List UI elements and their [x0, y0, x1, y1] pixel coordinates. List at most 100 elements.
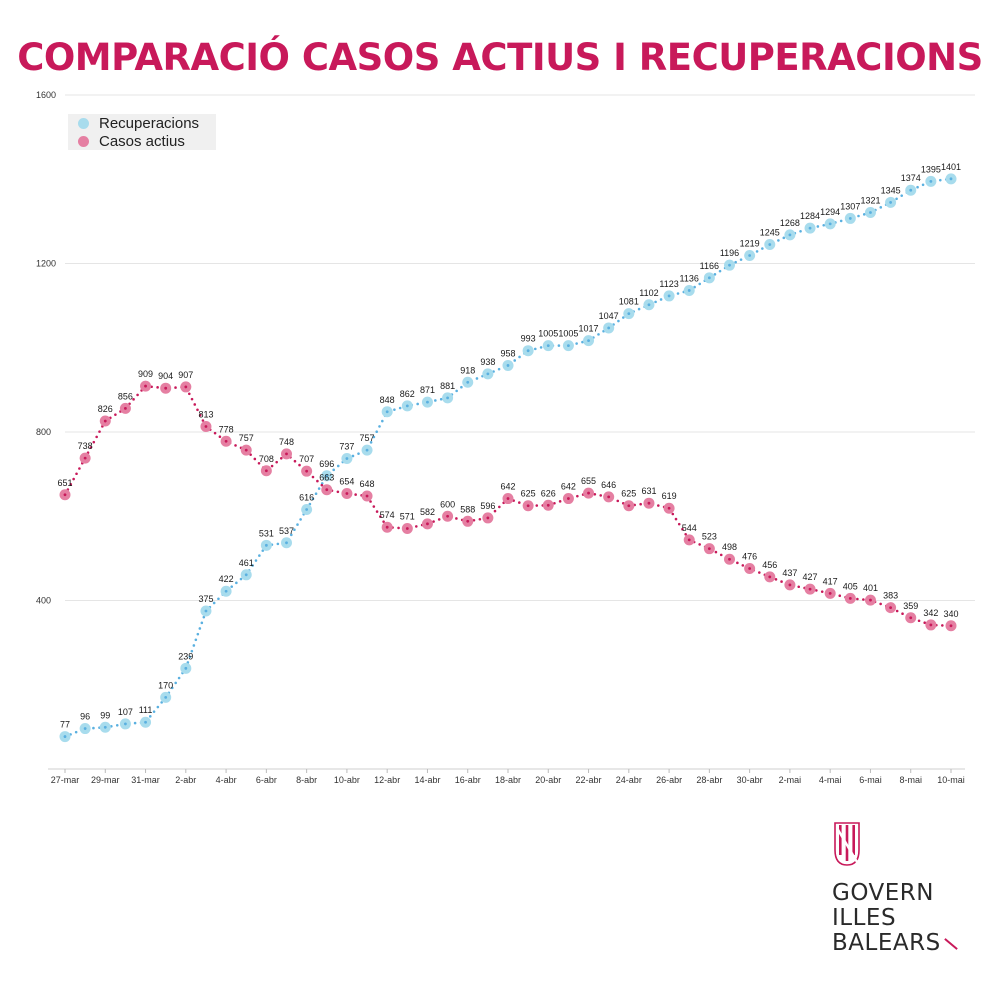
data-point-center-casos-actius — [828, 591, 832, 595]
series-casos-actius — [59, 380, 957, 632]
data-point-center-recuperacions — [768, 243, 772, 246]
data-label-layer: 77 96 99 107 111 170 239 375 422 461 531 537 616 696 7… — [57, 162, 961, 730]
data-point-center-recuperacions — [83, 727, 87, 730]
data-label-recuperacions: 1102 — [639, 288, 658, 298]
data-point-center-casos-actius — [385, 525, 389, 529]
x-tick-label: 18-abr — [495, 775, 521, 785]
x-tick-label: 28-abr — [696, 775, 722, 785]
data-label-recuperacions: 111 — [139, 705, 153, 715]
data-label-casos-actius: 738 — [78, 441, 93, 451]
data-label-casos-actius: 626 — [541, 488, 556, 498]
data-point-center-casos-actius — [264, 469, 268, 473]
data-label-casos-actius: 631 — [641, 486, 656, 496]
data-point-center-recuperacions — [687, 289, 691, 292]
x-tick-label: 4-abr — [216, 775, 237, 785]
data-label-casos-actius: 427 — [803, 572, 818, 582]
data-point-center-casos-actius — [748, 567, 752, 570]
data-point-center-recuperacions — [667, 294, 671, 298]
data-point-center-recuperacions — [728, 263, 731, 267]
data-label-casos-actius: 642 — [561, 482, 576, 492]
data-label-recuperacions: 1284 — [800, 211, 820, 221]
data-label-recuperacions: 99 — [100, 710, 110, 720]
data-point-center-casos-actius — [405, 527, 409, 530]
data-label-casos-actius: 619 — [662, 491, 677, 501]
data-point-center-casos-actius — [949, 624, 953, 628]
data-point-center-casos-actius — [728, 557, 731, 561]
data-point-center-casos-actius — [667, 506, 671, 510]
data-point-center-casos-actius — [788, 583, 792, 587]
x-tick-label: 6-mai — [859, 775, 882, 785]
data-label-recuperacions: 616 — [299, 493, 314, 503]
data-point-center-recuperacions — [567, 344, 570, 348]
data-point-center-casos-actius — [83, 456, 87, 460]
x-tick-label: 6-abr — [256, 775, 277, 785]
data-label-recuperacions: 918 — [460, 365, 475, 375]
data-point-center-casos-actius — [466, 519, 470, 523]
data-label-recuperacions: 1196 — [720, 248, 739, 258]
x-tick-label: 27-mar — [51, 775, 80, 785]
data-point-center-casos-actius — [224, 439, 228, 443]
legend-label-recuperacions: Recuperacions — [99, 114, 200, 132]
data-label-recuperacions: 1395 — [921, 164, 941, 174]
legend-swatch-casos-actius — [78, 135, 89, 147]
data-point-center-casos-actius — [506, 497, 510, 500]
data-point-center-recuperacions — [405, 404, 409, 408]
data-point-center-recuperacions — [848, 217, 852, 220]
x-tick-label: 10-mai — [937, 775, 965, 785]
data-point-center-recuperacions — [426, 400, 429, 404]
data-label-recuperacions: 1307 — [840, 201, 860, 211]
data-label-casos-actius: 417 — [823, 576, 838, 586]
data-label-casos-actius: 574 — [380, 510, 395, 520]
data-point-center-recuperacions — [526, 349, 530, 353]
x-tick-label: 20-abr — [535, 775, 561, 785]
y-tick-label: 1200 — [36, 259, 56, 269]
data-point-center-recuperacions — [627, 312, 631, 316]
data-label-casos-actius: 523 — [702, 532, 717, 542]
data-label-recuperacions: 1017 — [579, 324, 599, 334]
data-label-casos-actius: 588 — [460, 504, 475, 514]
data-point-center-casos-actius — [546, 503, 550, 507]
data-point-center-recuperacions — [506, 364, 510, 367]
data-label-recuperacions: 938 — [480, 357, 495, 367]
data-point-center-recuperacions — [889, 201, 892, 204]
data-label-casos-actius: 909 — [138, 369, 153, 379]
data-label-recuperacions: 1166 — [700, 261, 719, 271]
data-label-recuperacions: 881 — [440, 381, 455, 391]
data-point-center-casos-actius — [486, 516, 490, 520]
data-label-casos-actius: 498 — [722, 542, 737, 552]
data-point-center-casos-actius — [707, 547, 711, 551]
data-point-center-recuperacions — [909, 188, 913, 192]
data-point-center-recuperacions — [204, 609, 208, 613]
data-label-recuperacions: 696 — [319, 459, 334, 469]
series-recuperacions — [59, 173, 957, 743]
data-point-center-casos-actius — [446, 514, 449, 518]
data-point-center-casos-actius — [808, 587, 812, 591]
data-label-casos-actius: 655 — [581, 476, 596, 486]
data-point-center-recuperacions — [486, 372, 490, 376]
data-label-recuperacions: 422 — [219, 574, 234, 584]
data-label-casos-actius: 405 — [843, 581, 858, 591]
data-label-casos-actius: 340 — [943, 609, 958, 619]
data-point-center-recuperacions — [345, 457, 349, 460]
data-label-recuperacions: 531 — [259, 528, 274, 538]
data-point-center-casos-actius — [63, 493, 67, 497]
data-point-center-recuperacions — [164, 695, 168, 699]
logo-line-govern: GOVERN — [832, 880, 934, 906]
data-label-casos-actius: 826 — [98, 404, 113, 414]
x-tick-label: 16-abr — [455, 775, 481, 785]
data-point-center-recuperacions — [587, 339, 590, 342]
data-label-casos-actius: 757 — [239, 433, 254, 443]
data-label-recuperacions: 1345 — [881, 185, 901, 195]
data-label-casos-actius: 708 — [259, 454, 274, 464]
data-label-casos-actius: 642 — [500, 482, 515, 492]
data-label-casos-actius: 437 — [782, 568, 797, 578]
data-label-casos-actius: 582 — [420, 507, 435, 517]
data-point-center-casos-actius — [365, 494, 369, 498]
data-point-center-recuperacions — [124, 722, 127, 726]
data-label-recuperacions: 958 — [500, 348, 515, 358]
data-point-center-casos-actius — [285, 452, 288, 456]
data-label-casos-actius: 600 — [440, 499, 455, 509]
data-point-center-casos-actius — [526, 504, 530, 508]
data-label-recuperacions: 461 — [239, 558, 254, 568]
data-label-recuperacions: 1047 — [599, 311, 619, 321]
